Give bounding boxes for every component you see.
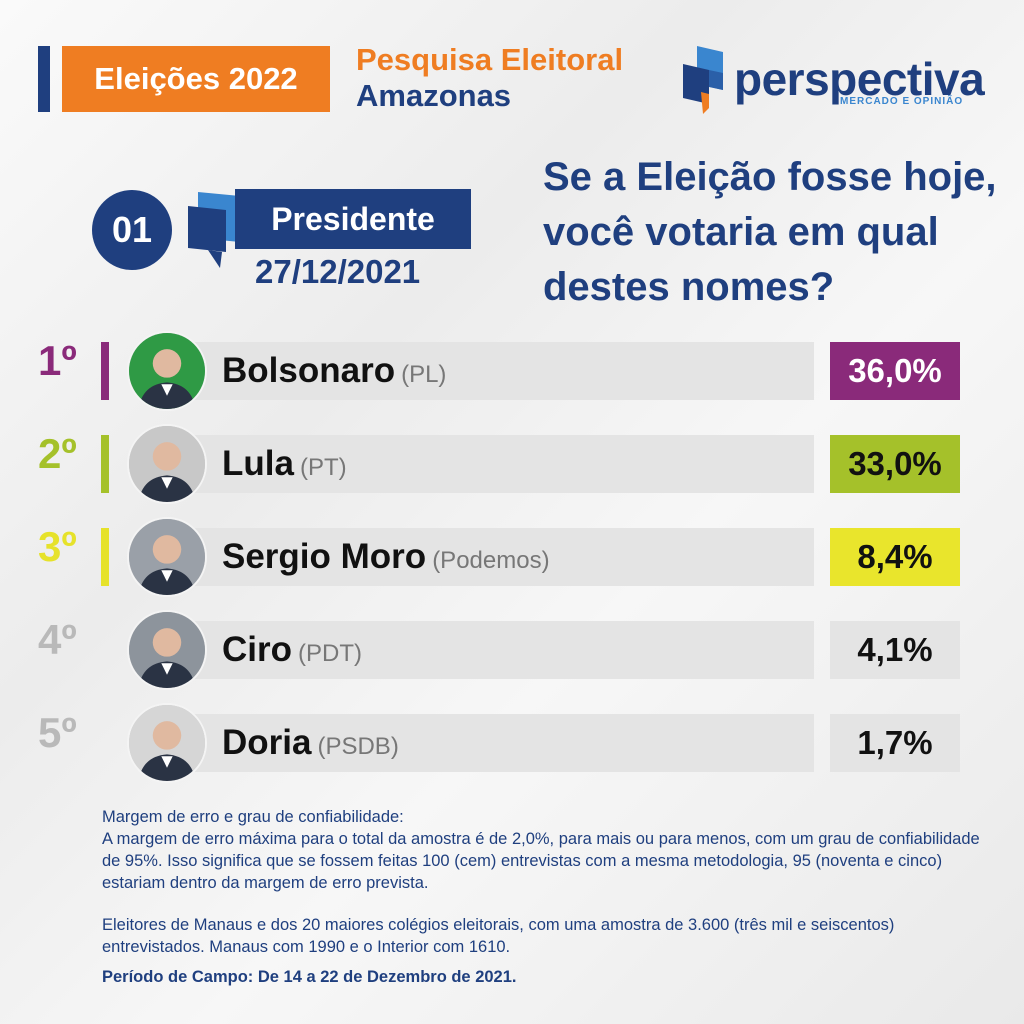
name-bar xyxy=(172,528,814,586)
rank-label: 4º xyxy=(38,616,77,663)
header-accent-bar xyxy=(38,46,50,112)
candidate-row: 4º Ciro (PDT) 4,1% xyxy=(0,610,1024,690)
rank-label: 3º xyxy=(38,523,77,570)
name-bar xyxy=(172,621,814,679)
sample-text: Eleitores de Manaus e dos 20 maiores col… xyxy=(102,916,895,956)
election-badge: Eleições 2022 xyxy=(62,46,330,112)
candidate-avatar xyxy=(127,610,207,690)
vote-percentage: 8,4% xyxy=(830,528,960,586)
vote-percentage: 4,1% xyxy=(830,621,960,679)
candidate-name: Lula (PT) xyxy=(222,444,347,484)
candidate-avatar xyxy=(127,517,207,597)
candidate-party: (PDT) xyxy=(298,640,362,667)
candidate-avatar xyxy=(127,703,207,783)
name-bar xyxy=(172,342,814,400)
question-number: 01 xyxy=(92,190,172,270)
candidate-name-text: Sergio Moro xyxy=(222,537,427,576)
vote-percentage: 36,0% xyxy=(830,342,960,400)
category-label: Presidente xyxy=(235,189,471,249)
candidate-row: 1º Bolsonaro (PL) 36,0% xyxy=(0,331,1024,411)
rank-color-bar xyxy=(101,528,109,586)
person-icon xyxy=(129,426,205,502)
name-bar xyxy=(172,435,814,493)
person-icon xyxy=(129,705,205,781)
candidate-party: (Podemos) xyxy=(432,547,550,574)
logo-name: perspectiva xyxy=(734,53,985,105)
candidate-name-text: Doria xyxy=(222,723,312,762)
candidate-name: Ciro (PDT) xyxy=(222,630,362,670)
candidate-name-text: Ciro xyxy=(222,630,292,669)
rank-label: 5º xyxy=(38,709,77,756)
survey-date: 27/12/2021 xyxy=(255,253,421,290)
candidate-row: 3º Sergio Moro (Podemos) 8,4% xyxy=(0,517,1024,597)
candidate-name-text: Lula xyxy=(222,444,294,483)
vote-percentage: 1,7% xyxy=(830,714,960,772)
survey-region: Amazonas xyxy=(356,78,512,113)
margin-title: Margem de erro e grau de confiabilidade: xyxy=(102,808,404,826)
candidate-party: (PL) xyxy=(401,361,447,388)
margin-text: A margem de erro máxima para o total da … xyxy=(102,830,980,892)
candidate-avatar xyxy=(127,424,207,504)
candidate-name: Doria (PSDB) xyxy=(222,723,399,763)
rank-color-bar xyxy=(101,342,109,400)
logo-tagline: MERCADO E OPINIÃO xyxy=(840,96,964,107)
rank-label: 2º xyxy=(38,430,77,477)
survey-question: Se a Eleição fosse hoje, você votaria em… xyxy=(543,155,997,309)
candidate-name: Bolsonaro (PL) xyxy=(222,351,446,391)
candidate-party: (PT) xyxy=(299,454,347,481)
candidate-avatar xyxy=(127,331,207,411)
candidate-row: 5º Doria (PSDB) 1,7% xyxy=(0,703,1024,783)
survey-title: Pesquisa Eleitoral xyxy=(356,42,624,77)
candidate-party: (PSDB) xyxy=(317,733,399,760)
speech-bubble-icon xyxy=(188,192,240,268)
field-period: Período de Campo: De 14 a 22 de Dezembro… xyxy=(102,968,517,986)
candidate-name: Sergio Moro (Podemos) xyxy=(222,537,550,577)
name-bar xyxy=(172,714,814,772)
person-icon xyxy=(129,333,205,409)
rank-label: 1º xyxy=(38,337,77,384)
perspectiva-logo-icon xyxy=(683,46,723,114)
vote-percentage: 33,0% xyxy=(830,435,960,493)
rank-color-bar xyxy=(101,435,109,493)
candidate-row: 2º Lula (PT) 33,0% xyxy=(0,424,1024,504)
person-icon xyxy=(129,612,205,688)
person-icon xyxy=(129,519,205,595)
candidate-name-text: Bolsonaro xyxy=(222,351,396,390)
